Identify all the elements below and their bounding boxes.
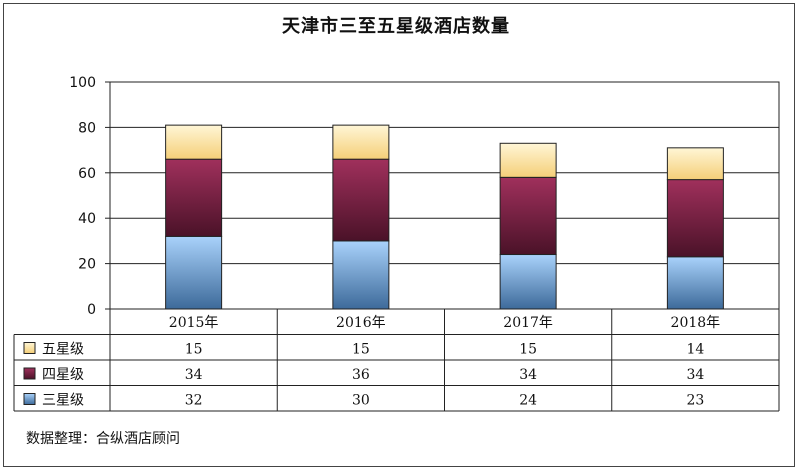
category-label: 2015年 [169,315,219,331]
data-value-label: 15 [185,342,203,358]
category-label: 2018年 [671,315,721,331]
bar-segment [666,179,724,258]
bar-segment [499,254,557,310]
legend-swatch [23,393,36,405]
chart-title: 天津市三至五星级酒店数量 [282,16,510,37]
data-value-label: 23 [686,393,704,409]
bar-segment [165,124,223,160]
y-tick-label: 80 [78,120,96,136]
legend-label: 五星级 [42,342,84,358]
data-value-label: 15 [519,342,537,358]
data-value-label: 14 [686,342,704,358]
data-value-label: 34 [185,367,203,383]
data-value-label: 34 [519,367,537,383]
bar-segment [499,176,557,256]
y-axis: 0 20 40 60 80 100 [69,75,110,318]
bar-segment [499,142,557,178]
bar-segment [666,256,724,310]
y-tick-label: 40 [78,211,96,227]
data-value-label: 34 [686,367,704,383]
data-value-label: 15 [352,342,370,358]
data-value-label: 24 [519,393,537,409]
legend-label: 四星级 [42,367,84,383]
bar-segment [666,147,724,181]
y-tick-label: 100 [69,75,96,91]
bar-segment [332,158,390,242]
y-tick-label: 20 [78,257,96,273]
data-value-label: 32 [185,393,203,409]
bar-segment [332,124,390,160]
y-tick-label: 0 [87,302,96,318]
category-label: 2017年 [503,315,553,331]
y-tick-label: 60 [78,166,96,182]
bar-segment [332,240,390,310]
bar-segment [165,158,223,237]
bar-stack-group [165,124,724,310]
legend-swatch [23,342,36,354]
chart-frame [3,3,795,467]
bar-segment [165,235,223,310]
data-value-label: 36 [352,367,370,383]
source-note: 数据整理：合纵酒店顾问 [26,431,180,447]
legend-swatch [23,367,36,380]
legend-label: 三星级 [42,393,84,409]
data-value-label: 30 [352,393,370,409]
category-label: 2016年 [336,315,386,331]
